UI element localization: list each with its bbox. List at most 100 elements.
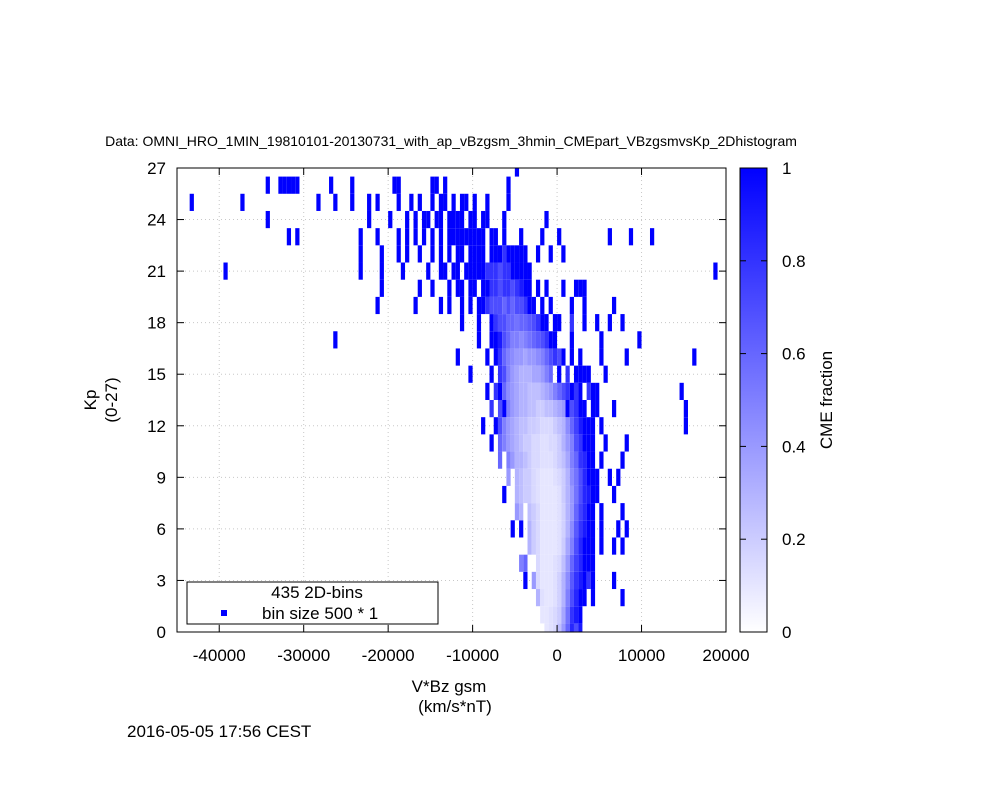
histogram-bin [510, 296, 515, 315]
histogram-bin [350, 193, 355, 211]
histogram-bin [451, 262, 456, 280]
histogram-bin [514, 279, 520, 297]
histogram-bin [506, 348, 511, 366]
histogram-bin [565, 382, 570, 400]
histogram-bin [544, 417, 549, 435]
histogram-bin [531, 400, 536, 418]
histogram-bin [472, 279, 477, 297]
colorbar-axis: 0 0.2 0.4 0.6 0.8 1 [740, 159, 806, 642]
histogram-bin [438, 296, 444, 315]
histogram-bin [438, 228, 444, 246]
histogram-bin [506, 314, 511, 332]
y-tick-label: 27 [147, 159, 166, 178]
histogram-bin [459, 210, 465, 229]
histogram-bin [489, 296, 494, 315]
histogram-bin [497, 348, 503, 366]
histogram-bin [438, 262, 444, 280]
histogram-bin [493, 296, 498, 315]
histogram-bin [620, 451, 625, 469]
histogram-bin [493, 331, 498, 349]
histogram-bin [493, 245, 498, 263]
histogram-bin [692, 348, 697, 366]
histogram-bin [586, 520, 591, 538]
histogram-bin [510, 520, 515, 538]
histogram-bin [544, 537, 549, 555]
histogram-bin [481, 417, 486, 435]
histogram-bin [223, 262, 228, 280]
histogram-bin [557, 589, 562, 607]
histogram-bin [607, 228, 612, 246]
histogram-bin [455, 210, 460, 229]
histogram-bin [578, 451, 583, 469]
histogram-bin [514, 314, 520, 332]
histogram-bin [282, 176, 287, 194]
colorbar-tick-label: 1 [782, 159, 791, 178]
histogram-bin [527, 485, 532, 504]
histogram-bin [620, 314, 625, 332]
histogram-bin [447, 210, 452, 229]
histogram-bin [476, 262, 482, 280]
histogram-bin [535, 400, 541, 418]
histogram-bin [599, 537, 604, 555]
histogram-bin [367, 210, 372, 229]
histogram-bin [510, 314, 515, 332]
histogram-bin [519, 485, 524, 504]
histogram-bin [616, 520, 621, 538]
histogram-bin [544, 365, 549, 383]
histogram-bin [286, 176, 292, 194]
histogram-bin [535, 434, 541, 452]
histogram-bin [510, 382, 515, 400]
histogram-bin [468, 245, 473, 263]
legend: 435 2D-bins bin size 500 * 1 [186, 581, 439, 625]
histogram-bin [502, 228, 507, 246]
histogram-bin [438, 245, 444, 263]
histogram-bin [561, 589, 566, 607]
histogram-bin [561, 468, 566, 486]
histogram-bin [590, 537, 596, 555]
histogram-bin [375, 193, 380, 211]
histogram-bin [527, 365, 532, 383]
histogram-bin [595, 382, 600, 400]
histogram-bin [569, 520, 574, 538]
histogram-bin [426, 210, 431, 229]
legend-marker [221, 610, 227, 616]
histogram-bin [531, 382, 536, 400]
legend-bin-count: 435 2D-bins [271, 583, 363, 602]
histogram-bin [514, 451, 520, 469]
histogram-bin [358, 245, 363, 263]
histogram-bin [616, 468, 621, 486]
x-tick-label: -20000 [362, 646, 415, 665]
histogram-bin [514, 468, 520, 486]
histogram-bin [379, 262, 384, 280]
histogram-bin [552, 623, 558, 632]
histogram-bin [481, 296, 486, 315]
histogram-bin [540, 314, 545, 332]
histogram-bin [557, 348, 562, 366]
histogram-bin [586, 485, 591, 504]
histogram-bin [506, 434, 511, 452]
histogram-bin [519, 296, 524, 315]
histogram-bin [540, 365, 545, 383]
histogram-bin [481, 262, 486, 280]
histogram-bin [396, 176, 401, 194]
histogram-bin [544, 606, 549, 624]
histogram-bin [519, 262, 524, 280]
histogram-bin [565, 503, 570, 521]
histogram-bin [358, 228, 363, 246]
legend-box [186, 581, 439, 625]
histogram-bin [561, 520, 566, 538]
histogram-bin [489, 434, 494, 452]
histogram-bin [485, 262, 490, 280]
histogram-bin [599, 348, 604, 366]
histogram-bin [295, 176, 300, 194]
histogram-bin [396, 245, 401, 263]
y-tick-label: 9 [157, 468, 166, 487]
histogram-bin [519, 228, 524, 246]
histogram-bin [603, 434, 608, 452]
histogram-bin [489, 365, 494, 383]
histogram-bin [557, 417, 562, 435]
histogram-bin [430, 176, 435, 194]
histogram-bin [582, 279, 587, 297]
histogram-bin [552, 589, 558, 607]
histogram-bin [578, 589, 583, 607]
